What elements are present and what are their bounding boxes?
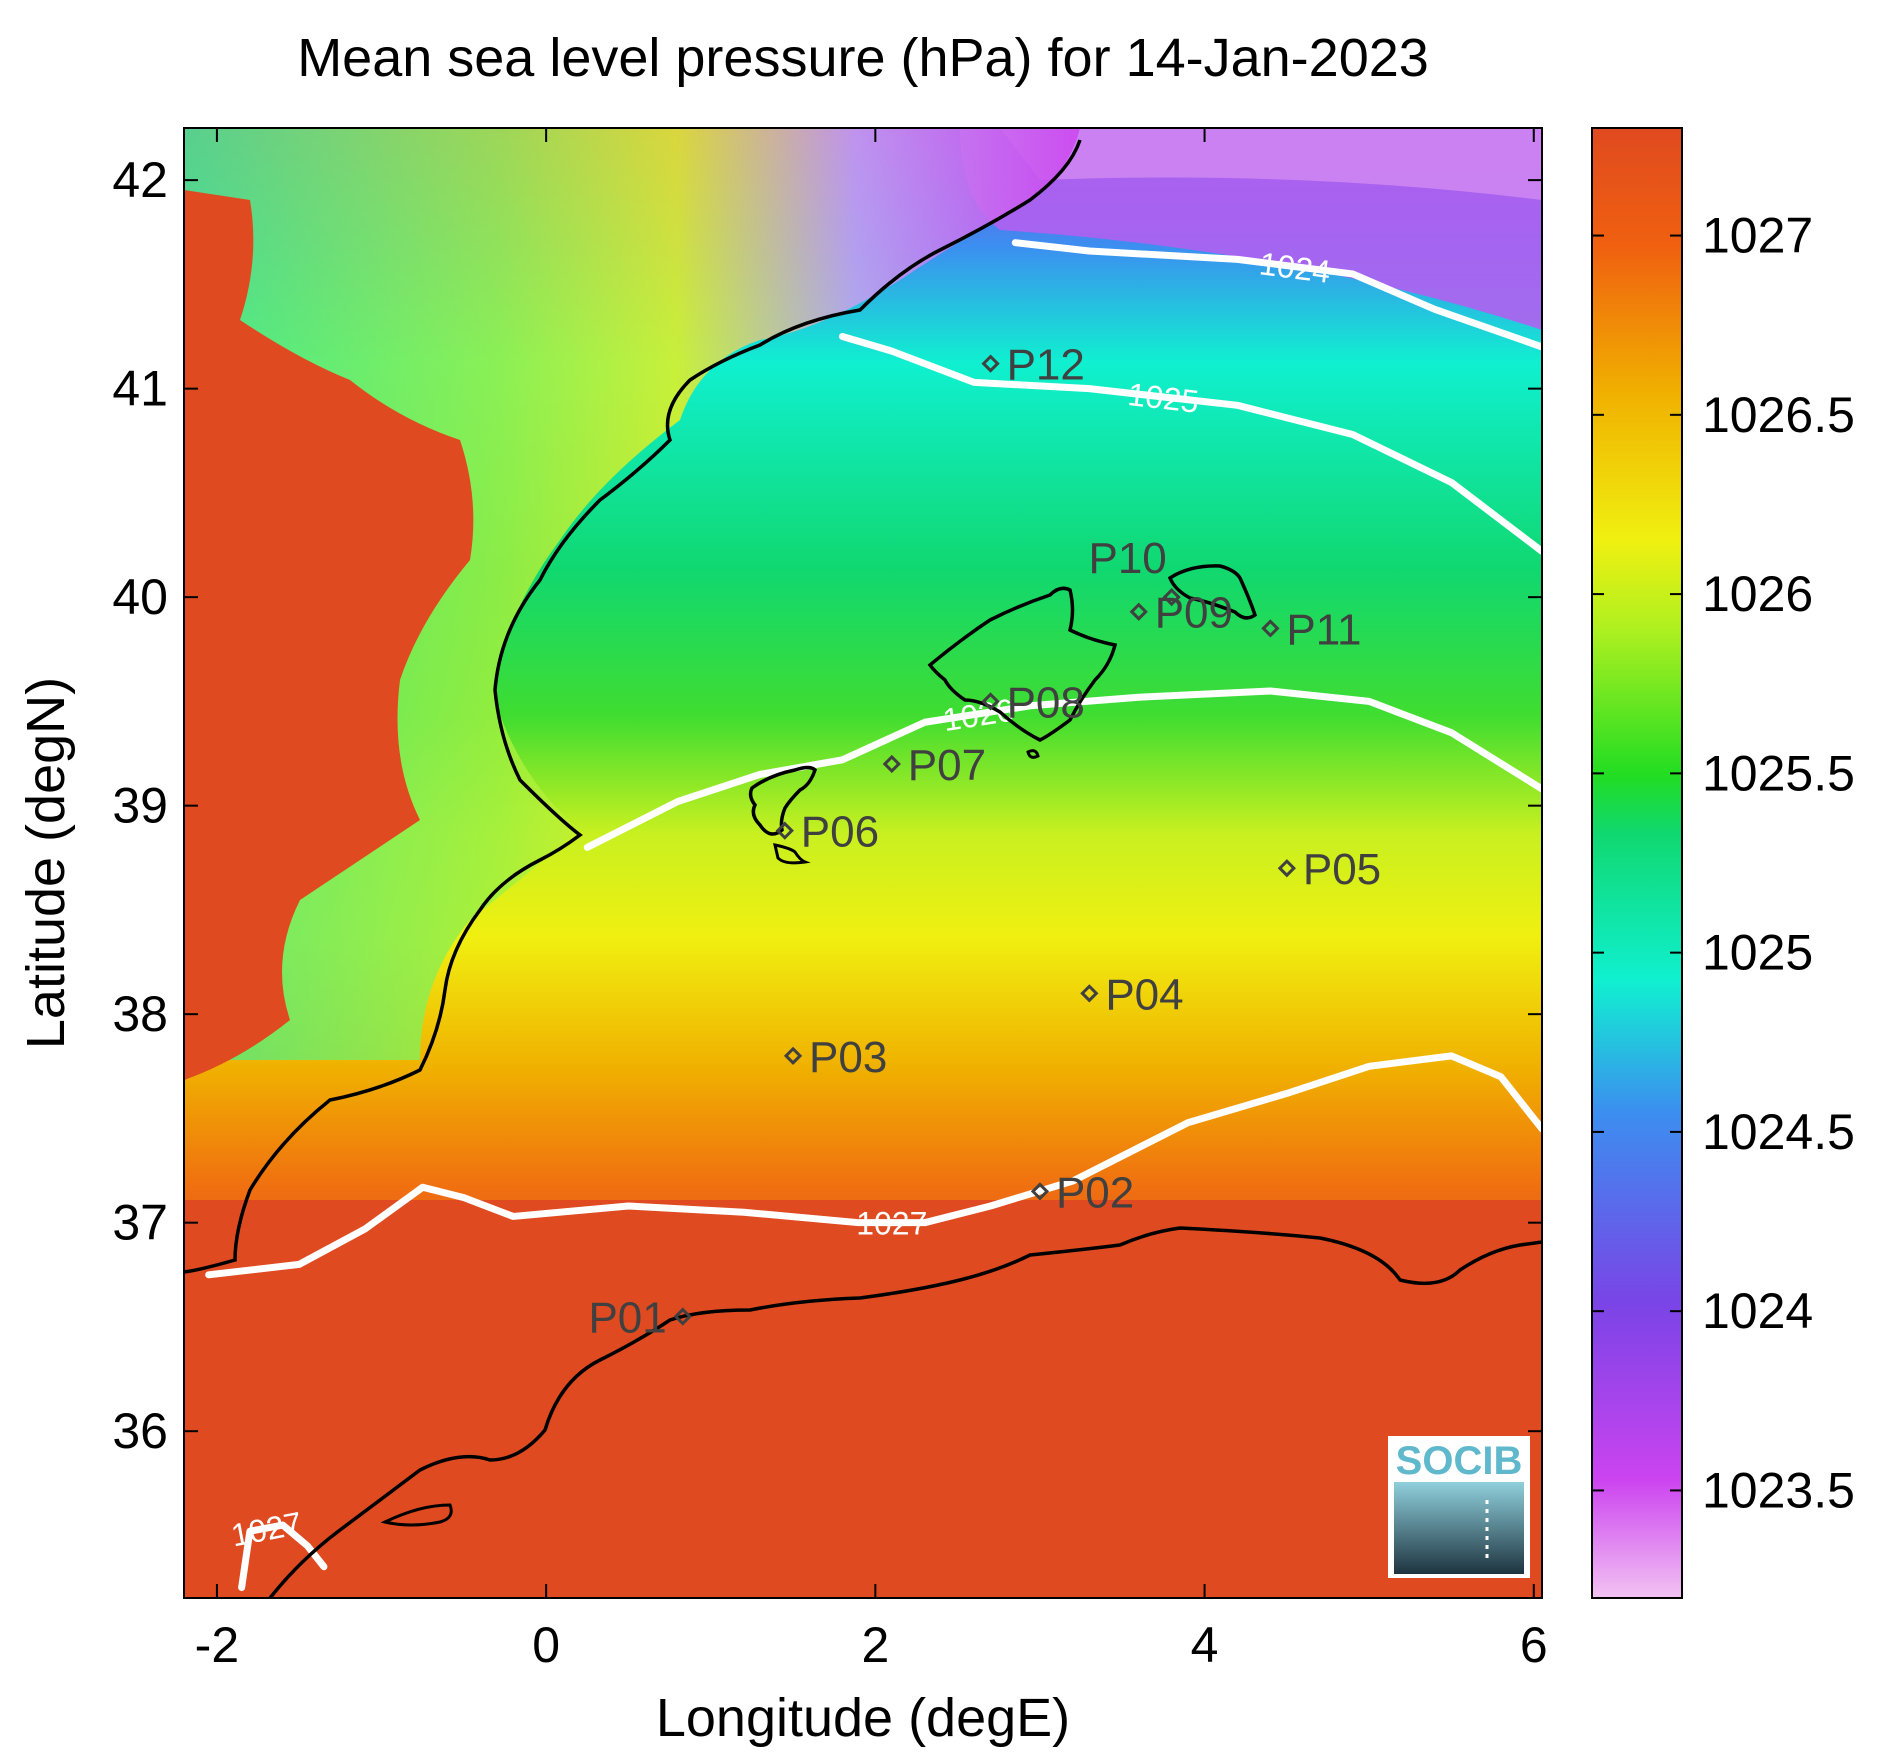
station-p04: P04 [1080,970,1184,1019]
station-marker [1277,859,1296,878]
isobar-label: 1025 [1126,376,1201,420]
socib-logo: SOCIB [1388,1436,1530,1578]
colorbar-tick-label: 1025 [1702,925,1813,981]
station-label: P07 [908,741,986,790]
colorbar-tick-label: 1026.5 [1702,387,1855,443]
y-tick-label: 40 [112,569,168,625]
pressure-field [184,128,1542,1598]
station-p11: P11 [1261,605,1361,654]
ibiza-coastline [748,765,818,836]
y-axis-ticks: 36 37 38 39 40 41 42 [112,152,1542,1459]
station-p07: P07 [882,741,986,790]
station-marker [673,1307,692,1326]
station-p08: P08 [981,678,1085,727]
colorbar-ticks: 1023.5 1024 1024.5 1025 1025.5 1026 1026.5 1027 [1592,208,1855,1518]
y-tick-label: 37 [112,1195,168,1251]
station-p12: P12 [981,341,1085,390]
x-tick-label: 0 [532,1617,560,1673]
formentera-coastline [773,843,811,865]
station-marker [882,754,901,774]
station-marker [775,821,794,840]
colorbar-tick-label: 1025.5 [1702,745,1855,801]
african-coastline [268,1226,1542,1598]
station-p09: P09 [1129,589,1233,638]
lowest-pressure-region [1000,128,1542,200]
station-label: P04 [1105,970,1183,1019]
station-label: P06 [801,808,879,857]
isobar-label-group: 1024 [1257,245,1332,290]
chart-title: Mean sea level pressure (hPa) for 14-Jan… [297,28,1429,88]
station-label: P12 [1007,341,1085,390]
mallorca-coastline [927,586,1118,742]
alboran-island [380,1503,453,1527]
isobar-line-1024 [1011,239,1542,351]
station-label: P09 [1155,589,1233,638]
iberian-coastline [184,139,1082,1274]
station-p03: P03 [783,1033,887,1082]
station-marker [783,1046,803,1065]
station-markers: P01 P02 P03 P04 P05 P06 P07 P08 P09 P10 P11 P12 [588,341,1381,1343]
iberian-land-field [184,190,474,1080]
x-tick-label: 4 [1191,1617,1219,1673]
y-tick-label: 39 [112,778,168,834]
colorbar-scale [1591,127,1683,1599]
isobar-line-1025 [838,333,1542,555]
station-marker [1162,588,1181,607]
y-axis-label: Latitude (degN) [16,677,76,1049]
station-label: P02 [1056,1168,1134,1217]
colorbar-tick-label: 1024 [1702,1283,1813,1339]
station-p05: P05 [1277,845,1381,894]
isobar-label: 1027 [856,1206,927,1242]
station-label: P11 [1286,605,1361,654]
station-label: P01 [588,1294,666,1343]
station-marker [981,354,1000,373]
x-axis-ticks: -2 0 2 4 6 [195,128,1548,1673]
colorbar-tick-label: 1027 [1702,208,1813,264]
x-tick-label: 6 [1520,1617,1548,1673]
y-tick-label: 38 [112,986,168,1042]
station-label: P10 [1088,534,1166,583]
y-tick-label: 36 [112,1403,168,1459]
colorbar-tick-label: 1024.5 [1702,1104,1855,1160]
isobar-line-1026 [583,687,1542,851]
logo-label: SOCIB [1396,1439,1523,1483]
logo-wave-image [1394,1482,1524,1574]
y-tick-label: 41 [112,361,168,417]
y-tick-label: 42 [112,152,168,208]
station-marker [1261,619,1280,638]
isobar-label-group: 1025 [1126,376,1201,420]
station-p02: P02 [1030,1168,1134,1217]
station-label: P08 [1007,678,1085,727]
station-label: P03 [809,1033,887,1082]
coastline [184,139,1542,1598]
station-marker [981,692,1000,711]
isobar-label-group: 1027 [856,1206,927,1242]
isobar-line-1027 [205,1052,1542,1279]
isobar-label: 1024 [1257,245,1332,290]
station-marker [1129,602,1148,621]
station-marker [1030,1182,1050,1201]
cabrera-island [1026,749,1040,759]
colorbar: 1023.5 1024 1024.5 1025 1025.5 1026 1026.5 1027 [1591,127,1855,1599]
station-label: P05 [1303,845,1381,894]
menorca-coastline [1167,564,1258,620]
station-p10: P10 [1088,534,1181,607]
x-tick-label: 2 [861,1617,889,1673]
station-p01: P01 [588,1294,692,1343]
plot-frame [183,127,1543,1599]
station-p06: P06 [775,808,879,857]
x-axis-label: Longitude (degE) [656,1688,1070,1748]
x-tick-label: -2 [195,1617,239,1673]
high-pressure-region [184,1200,1542,1598]
colorbar-tick-label: 1023.5 [1702,1462,1855,1518]
colorbar-tick-label: 1026 [1702,566,1813,622]
station-marker [1080,984,1099,1003]
